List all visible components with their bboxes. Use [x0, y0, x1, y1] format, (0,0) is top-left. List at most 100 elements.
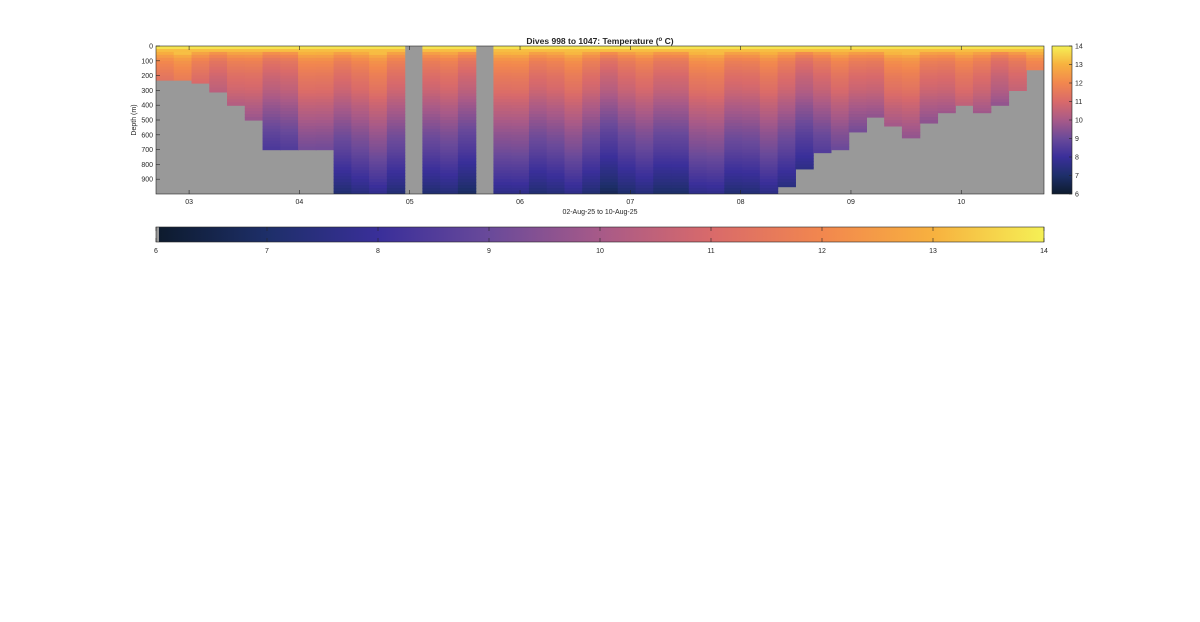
temperature-cell — [511, 122, 530, 127]
temperature-cell — [493, 69, 512, 74]
temperature-cell — [511, 120, 530, 124]
temperature-cell — [671, 111, 690, 115]
temperature-cell — [706, 105, 725, 109]
temperature-cell — [671, 146, 690, 151]
temperature-cell — [972, 54, 992, 59]
temperature-cell — [440, 54, 459, 59]
temperature-cell — [209, 60, 228, 65]
temperature-cell — [315, 114, 335, 118]
temperature-cell — [848, 114, 867, 118]
temperature-cell — [280, 75, 299, 80]
temperature-cell — [528, 78, 548, 83]
temperature-cell — [244, 114, 264, 118]
temperature-cell — [511, 182, 530, 186]
temperature-cell — [742, 57, 761, 62]
temperature-cell — [671, 84, 690, 89]
temperature-cell — [369, 111, 388, 115]
temperature-cell — [582, 111, 601, 115]
temperature-cell — [369, 102, 388, 106]
temperature-cell — [315, 117, 335, 121]
y-tick-label: 500 — [141, 118, 153, 125]
temperature-cell — [635, 120, 654, 124]
temperature-cell — [511, 158, 530, 163]
temperature-cell — [635, 173, 654, 177]
temperature-cell — [422, 75, 441, 80]
temperature-cell — [422, 69, 441, 74]
temperature-cell — [457, 158, 477, 163]
colorbar-h-tick-label: 14 — [1040, 248, 1048, 255]
temperature-cell — [440, 191, 459, 194]
temperature-cell — [653, 99, 672, 103]
temperature-cell — [369, 185, 388, 189]
temperature-cell — [706, 93, 725, 97]
temperature-cell — [866, 75, 885, 80]
temperature-cell — [333, 191, 352, 194]
temperature-cell — [511, 60, 530, 65]
temperature-cell — [440, 188, 459, 192]
temperature-cell — [724, 152, 743, 157]
temperature-cell — [493, 87, 512, 91]
temperature-cell — [671, 134, 690, 139]
temperature-cell — [546, 188, 566, 192]
temperature-cell — [493, 125, 512, 130]
temperature-cell — [653, 46, 672, 50]
temperature-cell — [440, 46, 459, 50]
colorbar-v-tick-label: 7 — [1075, 173, 1079, 180]
temperature-cell — [582, 158, 601, 163]
temperature-cell — [564, 188, 583, 192]
temperature-cell — [813, 137, 832, 142]
temperature-cell — [440, 137, 459, 142]
dive-column — [440, 46, 459, 194]
temperature-cell — [280, 108, 299, 112]
temperature-cell — [813, 96, 832, 100]
temperature-cell — [901, 120, 921, 124]
temperature-cell — [333, 137, 352, 142]
temperature-cell — [884, 87, 903, 91]
temperature-cell — [422, 72, 441, 77]
temperature-cell — [546, 72, 566, 77]
temperature-cell — [937, 51, 956, 56]
temperature-cell — [440, 182, 459, 186]
temperature-cell — [671, 105, 690, 109]
temperature-cell — [617, 125, 637, 130]
temperature-cell — [777, 105, 796, 109]
temperature-cell — [262, 143, 281, 148]
temperature-cell — [386, 81, 406, 86]
temperature-cell — [582, 191, 601, 194]
temperature-cell — [333, 48, 352, 53]
temperature-cell — [635, 69, 654, 74]
temperature-cell — [262, 46, 281, 50]
temperature-cell — [493, 140, 512, 145]
temperature-cell — [759, 111, 779, 115]
temperature-cell — [901, 57, 921, 62]
temperature-cell — [777, 108, 796, 112]
temperature-cell — [440, 155, 459, 160]
temperature-cell — [298, 51, 317, 56]
temperature-cell — [919, 114, 939, 118]
temperature-cell — [351, 114, 370, 118]
temperature-cell — [422, 108, 441, 112]
temperature-cell — [333, 78, 352, 83]
temperature-cell — [884, 75, 903, 80]
temperature-cell — [688, 102, 708, 106]
temperature-cell — [671, 78, 690, 83]
temperature-cell — [688, 134, 708, 139]
temperature-cell — [919, 66, 939, 71]
temperature-cell — [884, 99, 903, 103]
temperature-cell — [457, 191, 477, 194]
temperature-cell — [600, 93, 619, 97]
temperature-cell — [315, 96, 335, 100]
temperature-cell — [262, 120, 281, 124]
temperature-cell — [386, 146, 406, 151]
temperature-cell — [511, 48, 530, 53]
temperature-cell — [813, 63, 832, 68]
temperature-cell — [600, 173, 619, 177]
temperature-cell — [333, 158, 352, 163]
temperature-cell — [777, 75, 796, 80]
x-tick-label: 04 — [296, 199, 304, 206]
temperature-cell — [315, 140, 335, 145]
temperature-cell — [457, 149, 477, 154]
temperature-cell — [457, 78, 477, 83]
temperature-cell — [972, 111, 992, 114]
